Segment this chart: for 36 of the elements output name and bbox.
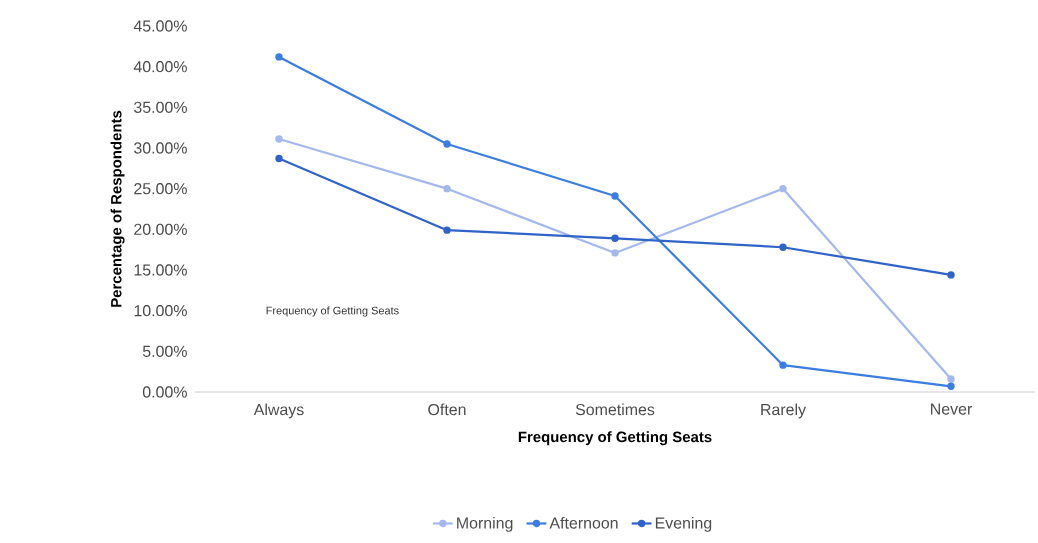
y-tick-label: 5.00% xyxy=(142,345,187,357)
point xyxy=(275,135,283,143)
point xyxy=(947,375,955,383)
x-tick-label: Often xyxy=(428,403,466,416)
point xyxy=(275,53,283,61)
point xyxy=(275,154,283,163)
point xyxy=(947,271,955,279)
point xyxy=(443,184,451,193)
legend-label: Evening xyxy=(655,516,712,532)
point xyxy=(779,243,787,251)
y-tick-label: 45.00% xyxy=(133,20,187,32)
y-tick-label: 10.00% xyxy=(134,305,187,317)
legend-label: Afternoon xyxy=(549,516,618,529)
x-axis-title: Frequency of Getting Seats xyxy=(518,431,712,446)
x-tick-label: Rarely xyxy=(761,403,806,419)
y-tick-label: 0.00% xyxy=(142,386,187,398)
point xyxy=(443,140,451,148)
point xyxy=(443,226,451,234)
x-tick-label: Always xyxy=(253,403,304,419)
y-tick-label: 15.00% xyxy=(134,264,187,276)
point xyxy=(947,382,955,391)
legend-label: Morning xyxy=(457,516,513,532)
y-tick-label: 40.00% xyxy=(133,61,187,73)
point xyxy=(779,184,787,193)
point xyxy=(611,192,619,200)
x-tick-label: Sometimes xyxy=(575,403,655,416)
y-tick-label: 35.00% xyxy=(134,101,187,113)
x-tick-label: Never xyxy=(931,403,972,415)
y-tick-label: 25.00% xyxy=(134,183,187,195)
point xyxy=(779,361,787,369)
point xyxy=(611,249,619,257)
y-tick-label: 30.00% xyxy=(134,142,187,154)
y-axis-title: Percentage of Respondents xyxy=(110,110,125,307)
y-tick-label: 20.00% xyxy=(134,223,187,235)
annotation: Frequency of Getting Seats xyxy=(266,306,399,317)
point xyxy=(611,234,619,242)
